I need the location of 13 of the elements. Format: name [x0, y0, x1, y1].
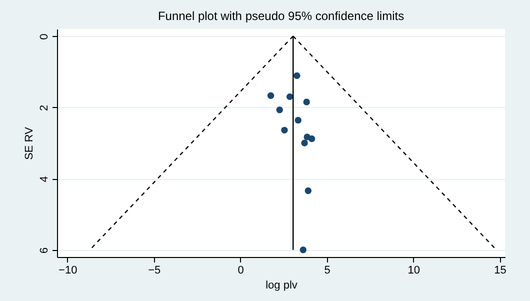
chart-title: Funnel plot with pseudo 95% confidence limits	[158, 9, 404, 23]
x-tick-label: 10	[408, 264, 420, 276]
y-tick-label: 0	[38, 34, 50, 40]
y-tick-label: 2	[38, 104, 50, 111]
x-tick-label: −5	[148, 264, 161, 276]
x-axis-title: log plv	[266, 280, 298, 292]
y-tick-label: 6	[38, 247, 50, 254]
x-tick-label: 15	[494, 264, 506, 276]
y-tick-label: 4	[38, 176, 50, 182]
x-tick-label: 5	[324, 264, 330, 276]
x-tick-label: 0	[238, 264, 244, 276]
x-tick-label: −10	[58, 264, 78, 276]
y-axis-title: SE RV	[24, 126, 36, 160]
